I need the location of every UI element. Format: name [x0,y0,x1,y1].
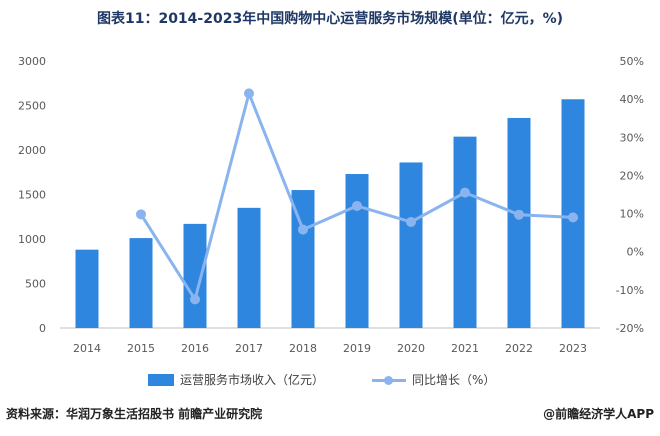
x-tick-label: 2014 [73,342,101,355]
x-tick-label: 2020 [397,342,425,355]
line-series [136,88,578,305]
chart-plot: 0 500 1000 1500 2000 2500 3000 -20% -10% 0% 10% 20… [18,55,644,355]
bar [453,136,477,328]
bar [183,223,207,328]
x-tick-label: 2021 [451,342,479,355]
bar [75,249,99,328]
x-tick-label: 2015 [127,342,155,355]
growth-point [406,216,416,227]
legend-label-revenue: 运营服务市场收入（亿元） [180,373,325,387]
left-tick-label: 2000 [18,144,46,157]
right-tick-label: 50% [620,55,644,68]
growth-point [298,224,308,235]
growth-point [568,212,578,223]
bar [129,238,153,328]
growth-point [460,187,470,198]
bar [345,174,369,328]
right-tick-label: 10% [620,208,644,221]
legend: 运营服务市场收入（亿元） 同比增长（%） [0,371,660,391]
bar [291,190,315,328]
growth-point [136,209,146,220]
left-tick-label: 1500 [18,189,46,202]
legend-item-revenue: 运营服务市场收入（亿元） [148,371,324,388]
right-tick-label: 0% [627,246,644,259]
x-tick-label: 2022 [505,342,533,355]
left-tick-label: 0 [39,322,46,335]
x-tick-label: 2016 [181,342,209,355]
right-tick-label: -10% [616,284,644,297]
left-tick-label: 2500 [18,100,46,113]
right-tick-label: 20% [620,169,644,182]
legend-swatch-line [372,374,406,386]
left-tick-label: 500 [25,278,46,291]
footer: 资料来源：华润万象生活招股书 前瞻产业研究院 @前瞻经济学人APP [0,405,660,427]
x-tick-label: 2023 [559,342,587,355]
right-tick-label: 40% [620,93,644,106]
growth-point [244,88,254,99]
x-tick-label: 2018 [289,342,317,355]
bar [507,117,531,329]
legend-label-growth: 同比增长（%） [412,373,496,387]
growth-point [514,209,524,220]
growth-point [352,200,362,211]
brand-credit: @前瞻经济学人APP [543,407,654,421]
legend-swatch-bar [148,373,174,386]
right-tick-label: 30% [620,131,644,144]
bar [399,162,423,328]
left-tick-label: 3000 [18,55,46,68]
x-tick-label: 2017 [235,342,263,355]
growth-point [190,294,200,305]
left-axis-ticks: 0 500 1000 1500 2000 2500 3000 [18,55,46,335]
left-tick-label: 1000 [18,233,46,246]
source-note: 资料来源：华润万象生活招股书 前瞻产业研究院 [6,407,263,421]
x-axis-ticks: 2014 2015 2016 2017 2018 2019 2020 2021 2022 2023 [73,342,587,355]
chart-title: 图表11：2014-2023年中国购物中心运营服务市场规模(单位：亿元，%) [96,11,564,27]
bar-series [75,99,585,329]
right-tick-label: -20% [616,322,644,335]
bar [237,207,261,328]
legend-item-growth: 同比增长（%） [372,371,495,388]
right-axis-ticks: -20% -10% 0% 10% 20% 30% 40% 50% [616,55,644,335]
x-tick-label: 2019 [343,342,371,355]
